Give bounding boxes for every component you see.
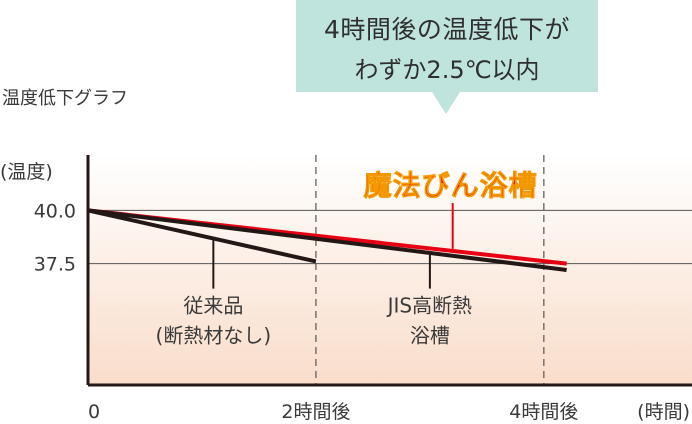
series-line <box>87 208 567 272</box>
brand-logo-text: 魔法びん浴槽 <box>364 169 538 202</box>
axes <box>86 155 692 387</box>
x-axis-title: (時間) <box>637 401 690 423</box>
annotation-label: 従来品 <box>183 294 243 318</box>
grid-lines <box>88 155 692 385</box>
annotation-label: JIS高断熱 <box>386 294 473 318</box>
callout-line-1: 4時間後の温度低下が <box>324 15 570 44</box>
x-tick-label: 4時間後 <box>509 401 578 423</box>
annotation-label: (断熱材なし) <box>156 324 272 348</box>
graph-title: 温度低下グラフ <box>2 88 128 109</box>
chart-labels: 40.0 37.5 0 2時間後 4時間後 (温度) (時間) 従来品 (断熱材なし) JIS高断… <box>0 161 690 423</box>
mahou-bin-logo: 魔法びん浴槽 <box>363 169 538 203</box>
series-lines <box>87 208 567 272</box>
callout-pointer <box>432 92 460 114</box>
plot-background <box>88 155 692 385</box>
y-axis-title: (温度) <box>0 161 53 183</box>
leader-lines <box>212 203 454 289</box>
y-tick-label: 40.0 <box>34 200 76 222</box>
series-line <box>87 208 317 264</box>
x-tick-label: 0 <box>88 401 100 423</box>
callout-box: 4時間後の温度低下が わずか2.5℃以内 <box>296 0 598 92</box>
x-tick-label: 2時間後 <box>281 401 350 423</box>
annotation-label: 浴槽 <box>410 324 450 348</box>
callout-line-2: わずか2.5℃以内 <box>354 56 540 84</box>
y-tick-label: 37.5 <box>34 254 76 276</box>
